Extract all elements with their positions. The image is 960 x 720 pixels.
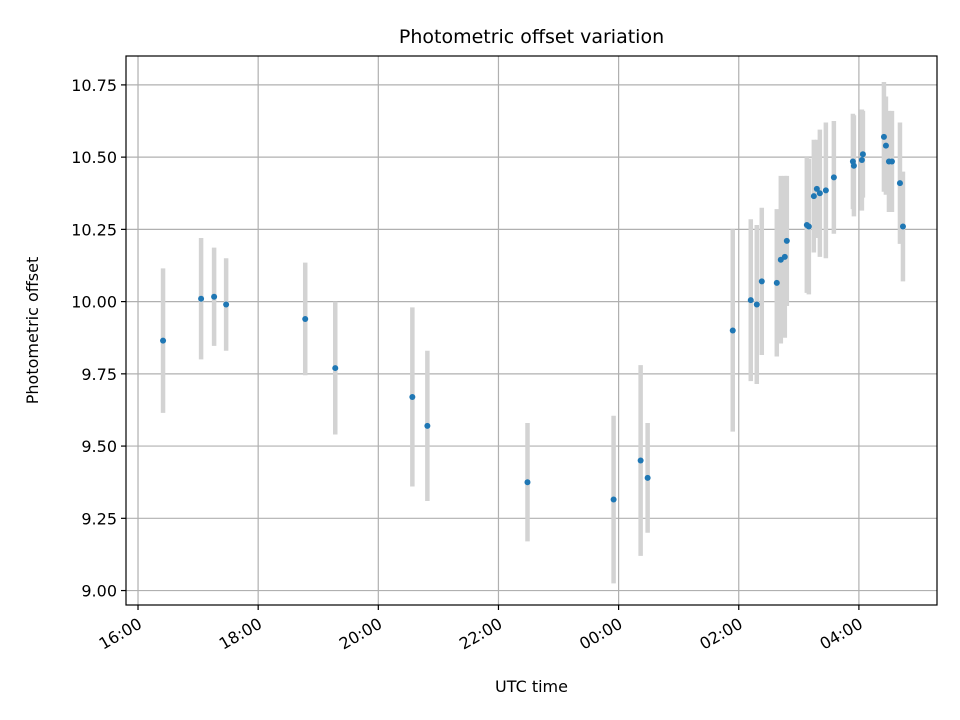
data-point xyxy=(637,457,644,464)
data-point xyxy=(888,158,895,165)
data-point xyxy=(773,279,780,286)
data-point xyxy=(882,142,889,149)
data-point xyxy=(332,365,339,372)
y-tick-label: 9.00 xyxy=(81,582,117,601)
data-point xyxy=(859,151,866,158)
data-point xyxy=(816,190,823,197)
data-point xyxy=(783,237,790,244)
y-tick-label: 10.00 xyxy=(71,293,117,312)
data-point xyxy=(850,162,857,169)
data-point xyxy=(781,253,788,260)
y-tick-label: 9.50 xyxy=(81,437,117,456)
data-point xyxy=(524,479,531,486)
y-tick-label: 10.50 xyxy=(71,148,117,167)
data-point xyxy=(758,278,765,285)
y-tick-label: 9.75 xyxy=(81,365,117,384)
grid xyxy=(126,56,937,605)
data-point xyxy=(302,315,309,322)
data-point xyxy=(223,301,230,308)
chart-title: Photometric offset variation xyxy=(399,26,664,48)
data-point xyxy=(813,185,820,192)
data-point xyxy=(753,301,760,308)
y-tick-label: 10.25 xyxy=(71,220,117,239)
plot-area-frame xyxy=(125,55,938,606)
data-point xyxy=(805,223,812,230)
data-point xyxy=(810,193,817,200)
data-point xyxy=(729,327,736,334)
data-point xyxy=(160,337,167,344)
data-point xyxy=(896,180,903,187)
y-tick-label: 9.25 xyxy=(81,509,117,528)
y-tick-label: 10.75 xyxy=(71,76,117,95)
data-point xyxy=(858,157,865,164)
data-point xyxy=(424,422,431,429)
data-point xyxy=(644,474,651,481)
x-axis-label: UTC time xyxy=(495,677,568,696)
data-point xyxy=(880,133,887,140)
data-point xyxy=(830,174,837,181)
data-point xyxy=(747,297,754,304)
data-point xyxy=(899,223,906,230)
data-points xyxy=(160,133,906,503)
data-point xyxy=(409,393,416,400)
data-point xyxy=(211,293,218,300)
y-axis-label: Photometric offset xyxy=(23,257,42,405)
data-point xyxy=(198,295,205,302)
data-point xyxy=(822,187,829,194)
data-point xyxy=(610,496,617,503)
